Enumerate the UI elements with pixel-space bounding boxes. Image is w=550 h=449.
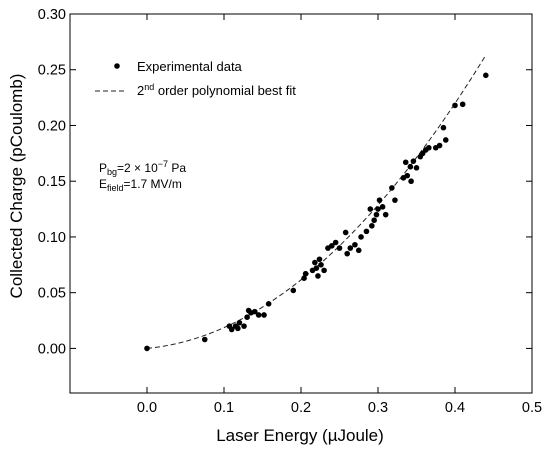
data-points-layer xyxy=(144,72,489,352)
x-axis-ticks: 0.0 0.1 0.2 0.3 0.4 0.5 xyxy=(137,14,542,416)
data-point xyxy=(426,144,432,151)
x-tick-label: 0.3 xyxy=(368,400,388,416)
data-point xyxy=(201,336,208,343)
legend-label-experimental: Experimental data xyxy=(137,59,243,74)
data-point xyxy=(407,163,414,170)
x-tick-label: 0.4 xyxy=(445,400,465,416)
data-point xyxy=(261,312,267,318)
pressure-value: =2 × 10 xyxy=(117,161,158,175)
data-point xyxy=(352,241,358,248)
x-tick-label: 0.2 xyxy=(291,400,311,416)
data-point xyxy=(389,185,395,191)
data-point xyxy=(373,211,380,218)
field-symbol: E xyxy=(99,177,107,191)
data-point xyxy=(459,101,466,108)
legend-label-fit: 2nd order polynomial best fit xyxy=(137,82,296,98)
data-point xyxy=(413,165,420,171)
data-point xyxy=(321,267,327,274)
data-point xyxy=(442,137,449,143)
legend: Experimental data 2nd order polynomial b… xyxy=(95,59,296,98)
data-point xyxy=(236,319,243,326)
data-point xyxy=(355,247,362,254)
pressure-unit: Pa xyxy=(168,161,186,175)
data-point xyxy=(367,206,374,212)
y-tick-label: 0.20 xyxy=(38,118,66,134)
legend-fit-order: 2 xyxy=(137,83,144,98)
pressure-exponent: −7 xyxy=(158,159,168,169)
y-tick-label: 0.05 xyxy=(38,286,66,302)
data-point xyxy=(312,259,318,266)
data-point xyxy=(483,72,489,79)
fit-curve xyxy=(146,54,487,349)
fit-curve-layer xyxy=(146,54,487,349)
data-point xyxy=(347,245,354,251)
conditions-annotation: Pbg=2 × 10−7 Pa Efield=1.7 MV/m xyxy=(99,159,186,193)
data-point xyxy=(452,102,458,109)
y-tick-label: 0.10 xyxy=(38,230,66,246)
data-point xyxy=(363,228,370,235)
data-point xyxy=(410,158,417,164)
y-tick-label: 0.30 xyxy=(38,7,66,23)
y-tick-label: 0.25 xyxy=(38,63,66,79)
data-point xyxy=(255,312,262,318)
data-point xyxy=(376,197,383,203)
data-point xyxy=(344,250,351,257)
data-point xyxy=(329,243,335,249)
data-point xyxy=(369,222,375,229)
legend-dot-marker xyxy=(114,63,120,69)
data-point xyxy=(144,345,150,352)
x-tick-label: 0.0 xyxy=(137,400,157,416)
data-point xyxy=(408,178,414,185)
data-point xyxy=(371,217,377,224)
x-tick-label: 0.1 xyxy=(214,400,234,416)
y-tick-label: 0.15 xyxy=(38,174,66,190)
data-point xyxy=(440,124,447,131)
field-value: =1.7 MV/m xyxy=(124,177,182,191)
pressure-annotation: Pbg=2 × 10−7 Pa xyxy=(99,159,186,177)
pressure-subscript: bg xyxy=(107,167,117,177)
data-point xyxy=(244,314,250,321)
data-point xyxy=(379,204,386,210)
data-point xyxy=(342,229,349,236)
data-point xyxy=(235,325,241,332)
pressure-symbol: P xyxy=(99,161,107,175)
data-point xyxy=(265,301,272,307)
data-point xyxy=(436,142,443,149)
y-axis-title: Collected Charge (pCoulomb) xyxy=(7,74,26,299)
data-point xyxy=(318,262,324,268)
data-point xyxy=(358,234,364,240)
data-point xyxy=(290,287,297,294)
data-point xyxy=(302,270,309,277)
y-axis-ticks: 0.00 0.05 0.10 0.15 0.20 0.25 0.30 xyxy=(38,7,532,357)
legend-fit-superscript: nd xyxy=(144,82,154,92)
data-point xyxy=(404,172,411,179)
data-point xyxy=(402,159,409,166)
data-point xyxy=(315,273,321,279)
data-point xyxy=(241,323,247,329)
legend-fit-rest: order polynomial best fit xyxy=(154,83,296,98)
x-axis-title: Laser Energy (µJoule) xyxy=(216,426,384,445)
data-point xyxy=(313,265,320,271)
x-tick-label: 0.5 xyxy=(522,400,542,416)
data-point xyxy=(301,275,307,281)
data-point xyxy=(336,245,343,251)
data-point xyxy=(375,206,381,212)
data-point xyxy=(332,239,339,246)
field-subscript: field xyxy=(107,183,124,193)
data-point xyxy=(382,211,389,218)
data-point xyxy=(228,326,235,333)
data-point xyxy=(316,256,323,263)
field-annotation: Efield=1.7 MV/m xyxy=(99,177,182,193)
data-point xyxy=(392,197,398,203)
y-tick-label: 0.00 xyxy=(38,341,66,357)
data-point xyxy=(252,308,258,315)
